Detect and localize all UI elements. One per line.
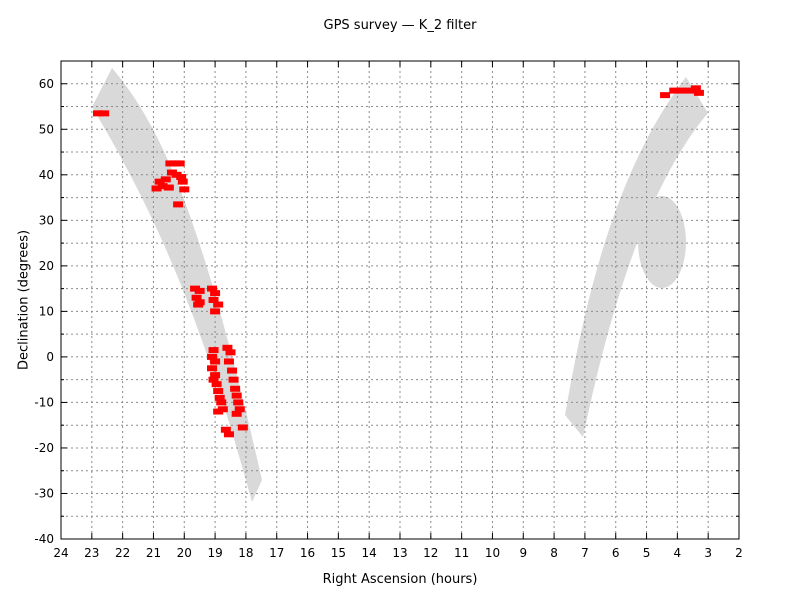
data-point	[207, 365, 218, 372]
data-point	[210, 358, 221, 365]
data-point	[234, 406, 245, 413]
chart-title: GPS survey — K_2 filter	[323, 18, 477, 33]
y-tick-label: 10	[39, 304, 54, 318]
data-point	[227, 367, 238, 374]
data-point	[208, 347, 219, 354]
x-tick-label: 11	[454, 546, 469, 560]
data-point	[231, 392, 242, 399]
x-axis-label: Right Ascension (hours)	[322, 572, 478, 587]
data-point	[173, 201, 184, 208]
data-point	[237, 424, 248, 431]
x-tick-label: 22	[115, 546, 130, 560]
data-point	[211, 381, 222, 388]
x-tick-label: 6	[612, 546, 620, 560]
data-point	[210, 308, 221, 315]
x-tick-label: 24	[53, 546, 68, 560]
data-point	[154, 178, 165, 185]
x-tick-label: 5	[643, 546, 651, 560]
data-point	[669, 87, 680, 94]
x-tick-label: 8	[550, 546, 558, 560]
x-tick-label: 23	[84, 546, 99, 560]
data-point	[207, 285, 218, 292]
data-point	[228, 376, 239, 383]
data-point	[160, 176, 171, 183]
coverage-band-layer	[92, 68, 708, 502]
data-point	[213, 408, 224, 415]
y-tick-label: 40	[39, 168, 54, 182]
x-tick-label: 21	[146, 546, 161, 560]
y-tick-label: -40	[34, 532, 54, 546]
data-point	[213, 388, 224, 395]
y-tick-label: -10	[34, 395, 54, 409]
data-point	[233, 399, 244, 406]
x-tick-label: 16	[300, 546, 315, 560]
y-tick-label: 0	[46, 350, 54, 364]
data-point	[210, 372, 221, 379]
data-point	[207, 353, 218, 360]
x-tick-label: 17	[269, 546, 284, 560]
data-point	[216, 399, 227, 406]
data-point	[231, 410, 242, 417]
data-point	[179, 186, 190, 193]
x-tick-label: 14	[362, 546, 377, 560]
data-point	[230, 385, 241, 392]
data-point	[151, 185, 162, 192]
data-point	[194, 287, 205, 294]
y-tick-label: -30	[34, 486, 54, 500]
data-point	[225, 349, 236, 356]
y-tick-label: 50	[39, 122, 54, 136]
data-point	[191, 294, 202, 301]
grid-layer	[61, 61, 739, 539]
x-tick-label: 12	[423, 546, 438, 560]
x-tick-label: 4	[674, 546, 682, 560]
coverage-band-west	[92, 68, 262, 502]
x-tick-label: 18	[238, 546, 253, 560]
x-tick-label: 3	[704, 546, 712, 560]
data-point	[193, 301, 204, 308]
data-point	[660, 92, 671, 99]
data-point	[675, 87, 686, 94]
x-tick-label: 15	[331, 546, 346, 560]
y-tick-label: 30	[39, 213, 54, 227]
data-point	[213, 301, 224, 308]
data-point-layer	[92, 85, 704, 438]
tick-layer: 24 23 22 21 20 19 18 17 16 15 14 13 12 11 10 9 8 7 6 5 4 3 2 -4…	[34, 60, 743, 560]
data-point	[157, 183, 168, 190]
x-tick-label: 20	[177, 546, 192, 560]
y-tick-label: 60	[39, 77, 54, 91]
x-tick-label: 2	[735, 546, 743, 560]
x-tick-label: 13	[392, 546, 407, 560]
data-point	[220, 426, 231, 433]
x-tick-label: 19	[207, 546, 222, 560]
data-point	[99, 110, 110, 117]
x-tick-label: 9	[519, 546, 527, 560]
data-point	[223, 431, 234, 438]
x-tick-label: 7	[581, 546, 589, 560]
y-tick-label: -20	[34, 441, 54, 455]
coverage-band-east	[565, 77, 708, 437]
data-point	[690, 85, 701, 92]
x-tick-label: 10	[485, 546, 500, 560]
y-tick-label: 20	[39, 259, 54, 273]
data-point	[214, 394, 225, 401]
data-point	[223, 358, 234, 365]
data-point	[210, 290, 221, 297]
data-point	[177, 178, 188, 185]
data-point	[174, 160, 185, 167]
data-point	[684, 87, 695, 94]
data-point	[693, 89, 704, 96]
data-point	[222, 344, 233, 351]
data-point	[176, 174, 187, 181]
data-point	[208, 297, 219, 303]
data-point	[208, 376, 219, 383]
data-point	[92, 110, 103, 117]
coverage-band-patch	[638, 196, 686, 288]
data-point	[163, 184, 174, 191]
